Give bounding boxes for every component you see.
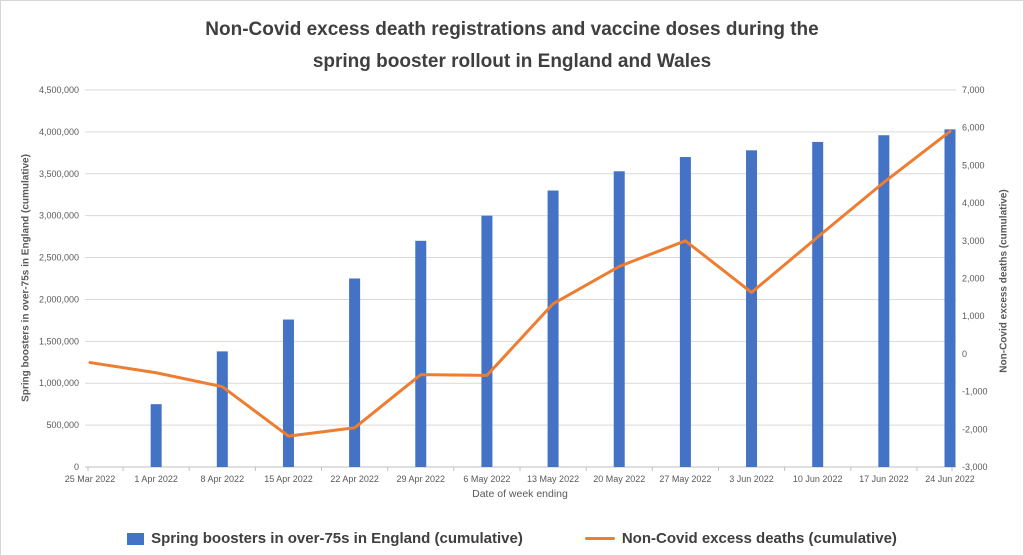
left-axis-tick-label: 2,500,000 <box>39 253 79 263</box>
x-axis-tick-label: 24 Jun 2022 <box>925 474 975 484</box>
x-axis-tick-label: 17 Jun 2022 <box>859 474 909 484</box>
bar-17-Jun-2022 <box>878 135 890 468</box>
bar-series-swatch <box>127 532 145 545</box>
x-axis-tick-label: 10 Jun 2022 <box>793 474 843 484</box>
line-series-swatch <box>584 536 615 541</box>
left-axis-tick-label: 500,000 <box>46 420 79 430</box>
x-axis-tick-label: 8 Apr 2022 <box>201 474 245 484</box>
chart-title: Non-Covid excess death registrations and… <box>1 14 1023 78</box>
right-axis-tick-label: 6,000 <box>962 123 985 133</box>
right-axis-tick-label: -1,000 <box>962 387 988 397</box>
legend-label-deaths: Non-Covid excess deaths (cumulative) <box>621 530 897 547</box>
legend-item-boosters: Spring boosters in over-75s in England (… <box>127 530 523 547</box>
bar-6-May-2022 <box>481 215 493 467</box>
legend: Spring boosters in over-75s in England (… <box>1 530 1023 547</box>
right-axis-title: Non-Covid excess deaths (cumulative) <box>998 189 1010 373</box>
chart-title-line2: spring booster rollout in England and Wa… <box>312 51 712 72</box>
x-axis-tick-label: 13 May 2022 <box>527 474 579 484</box>
right-axis-tick-label: 5,000 <box>962 160 985 170</box>
x-axis-tick-label: 6 May 2022 <box>463 474 510 484</box>
chart-title-line1: Non-Covid excess death registrations and… <box>205 19 819 40</box>
left-axis-tick-label: 1,000,000 <box>39 378 79 388</box>
right-axis-tick-label: 3,000 <box>962 236 985 246</box>
x-axis-tick-label: 3 Jun 2022 <box>729 474 774 484</box>
left-axis-tick-label: 4,500,000 <box>39 85 79 95</box>
bar-3-Jun-2022 <box>746 150 758 467</box>
legend-label-boosters: Spring boosters in over-75s in England (… <box>151 530 523 547</box>
left-axis-tick-label: 1,500,000 <box>39 336 79 346</box>
left-axis-title: Spring boosters in over-75s in England (… <box>20 154 32 402</box>
bar-29-Apr-2022 <box>415 240 427 467</box>
bar-8-Apr-2022 <box>216 351 228 467</box>
x-axis-tick-label: 1 Apr 2022 <box>134 474 178 484</box>
left-axis-tick-label: 0 <box>74 462 79 472</box>
left-axis-tick-label: 4,000,000 <box>39 127 79 137</box>
right-axis-tick-label: 7,000 <box>962 85 985 95</box>
bar-20-May-2022 <box>613 171 625 467</box>
right-axis-tick-label: 1,000 <box>962 311 985 321</box>
excess-deaths-line <box>88 129 952 438</box>
right-axis-tick-label: 0 <box>962 349 967 359</box>
left-axis-tick-label: 3,500,000 <box>39 169 79 179</box>
x-axis-tick-label: 29 Apr 2022 <box>396 474 445 484</box>
right-axis-tick-label: 2,000 <box>962 274 985 284</box>
bar-24-Jun-2022 <box>944 129 956 467</box>
right-axis-tick-label: 4,000 <box>962 198 985 208</box>
legend-item-deaths: Non-Covid excess deaths (cumulative) <box>584 530 897 547</box>
x-axis-tick-label: 27 May 2022 <box>659 474 711 484</box>
bar-27-May-2022 <box>679 157 691 467</box>
bar-15-Apr-2022 <box>282 319 294 467</box>
bar-13-May-2022 <box>547 190 559 468</box>
bar-1-Apr-2022 <box>150 404 162 467</box>
bar-10-Jun-2022 <box>812 141 824 468</box>
x-axis-tick-label: 20 May 2022 <box>593 474 645 484</box>
x-axis-title: Date of week ending <box>472 488 568 500</box>
left-axis-tick-label: 3,000,000 <box>39 211 79 221</box>
right-axis-tick-label: -3,000 <box>962 462 988 472</box>
bar-22-Apr-2022 <box>349 278 361 467</box>
left-axis-tick-label: 2,000,000 <box>39 294 79 304</box>
x-axis-tick-label: 25 Mar 2022 <box>65 474 116 484</box>
right-axis-tick-label: -2,000 <box>962 424 988 434</box>
x-axis-tick-label: 22 Apr 2022 <box>330 474 379 484</box>
x-axis-tick-label: 15 Apr 2022 <box>264 474 313 484</box>
